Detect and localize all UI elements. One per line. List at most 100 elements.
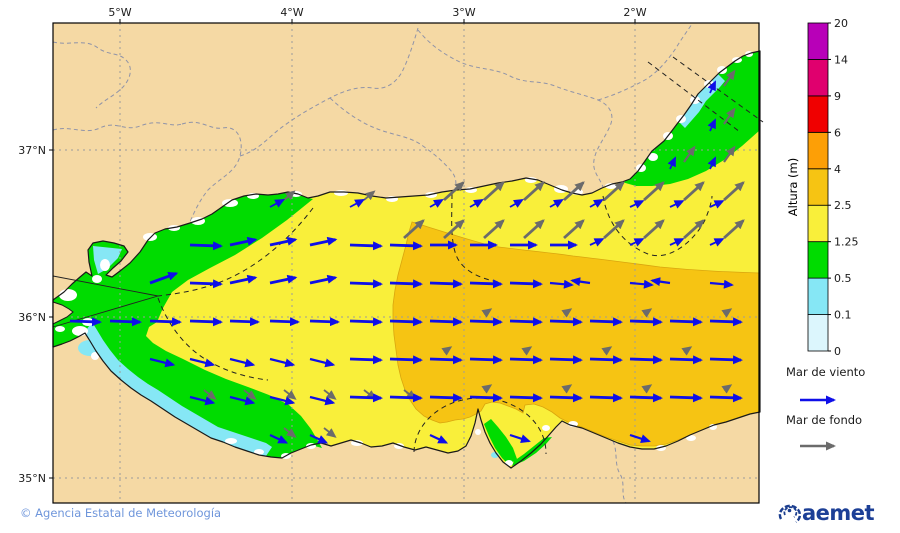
- colorbar-level-0.5: 0.5: [834, 272, 852, 285]
- wind-arrow: [349, 393, 383, 403]
- wind-arrow: [229, 395, 256, 406]
- swell-arrow: [523, 219, 545, 240]
- no-data-patch: [686, 435, 696, 441]
- swell-arrow: [441, 346, 453, 356]
- logo-spiral-icon: [778, 504, 802, 523]
- wind-arrow: [349, 279, 383, 289]
- colorbar-segment-0.5-1.25: [807, 241, 829, 279]
- wind-arrow: [349, 317, 383, 327]
- swell-arrow: [561, 384, 573, 394]
- wind-arrow: [589, 238, 605, 247]
- tarifa-headland: [52, 301, 74, 325]
- lat-tick-label-1: 36°N: [18, 311, 46, 324]
- wave-region-bay-green: [484, 419, 517, 465]
- wind-arrow: [469, 355, 503, 365]
- wind-arrow: [429, 434, 449, 444]
- wind-arrow: [669, 355, 703, 365]
- no-data-patch: [254, 449, 264, 455]
- maritime-dashed-line: [672, 56, 764, 123]
- swell-arrow: [283, 190, 296, 201]
- wind-arrow: [429, 199, 444, 208]
- wind-arrow: [629, 238, 645, 247]
- wind-arrow: [709, 238, 725, 247]
- wind-arrow: [509, 433, 531, 443]
- wind-arrow: [650, 277, 671, 287]
- wind-arrow: [589, 198, 604, 208]
- swell-arrow: [521, 346, 533, 356]
- swell-arrow: [683, 181, 705, 202]
- no-data-patch: [59, 289, 77, 301]
- wind-arrow: [429, 279, 463, 289]
- swell-arrow: [721, 308, 733, 318]
- wind-arrow: [707, 118, 716, 132]
- wind-arrow: [429, 393, 463, 403]
- swell-arrow: [323, 427, 337, 438]
- wind-arrow: [509, 355, 543, 365]
- colorbar-segment-0-0.1: [807, 314, 829, 352]
- colorbar-level-20: 20: [834, 17, 848, 30]
- wind-arrow: [709, 279, 734, 289]
- swell-arrow: [563, 181, 585, 202]
- colorbar-segment-14-20: [807, 22, 829, 60]
- copyright-text: © Agencia Estatal de Meteorología: [20, 506, 221, 520]
- swell-arrow: [443, 181, 465, 202]
- wind-arrow: [549, 355, 583, 365]
- colorbar-segment-2.5-4: [807, 168, 829, 206]
- wind-arrow: [389, 241, 423, 251]
- no-data-patch: [605, 183, 617, 189]
- wind-arrow: [309, 357, 336, 368]
- wind-arrow: [269, 357, 296, 368]
- swell-arrow: [721, 384, 733, 394]
- wind-arrow: [269, 395, 296, 406]
- lon-tick-label-0: 5°W: [108, 6, 131, 19]
- wind-arrow: [189, 395, 216, 406]
- wind-arrow: [349, 355, 383, 365]
- wind-arrow: [429, 355, 463, 365]
- wind-arrow: [570, 277, 591, 287]
- maritime-line: [52, 275, 159, 297]
- map-border: [52, 22, 760, 504]
- swell-arrow: [363, 190, 376, 201]
- no-data-patch: [55, 326, 65, 332]
- no-data-patch: [143, 233, 157, 241]
- wind-arrow: [629, 355, 663, 365]
- wind-arrow: [629, 317, 663, 327]
- maritime-dashed-line: [157, 207, 314, 297]
- no-data-patch: [91, 352, 99, 360]
- wind-arrow: [389, 355, 423, 365]
- wind-arrow: [389, 393, 423, 403]
- swell-arrow: [283, 427, 297, 438]
- wind-arrow: [309, 434, 329, 444]
- wave-region-morocco-0.1-0.5m: [84, 322, 272, 456]
- wind-arrow: [709, 317, 743, 327]
- wind-arrow: [667, 156, 676, 170]
- wind-arrow: [669, 393, 703, 403]
- wind-arrow: [349, 199, 366, 208]
- wind-arrow: [629, 279, 654, 289]
- maritime-dashed-line: [451, 193, 499, 283]
- wind-arrow: [309, 236, 338, 247]
- wind-arrow: [389, 279, 423, 289]
- swell-arrow: [603, 181, 625, 202]
- logo-spiral-inner: [783, 506, 798, 518]
- admin-boundary: [52, 122, 183, 132]
- lat-tick-label-0: 37°N: [18, 144, 46, 157]
- wind-arrow: [629, 433, 651, 443]
- no-data-patch: [92, 275, 102, 283]
- wind-arrow: [109, 317, 142, 327]
- wind-arrow: [669, 238, 685, 247]
- wind-arrow: [589, 393, 623, 403]
- wind-arrow: [229, 236, 258, 247]
- admin-boundary: [597, 23, 693, 101]
- colorbar-level-0.1: 0.1: [834, 309, 852, 322]
- swell-arrow: [481, 308, 493, 318]
- colorbar-segment-1.25-2.5: [807, 204, 829, 243]
- wind-arrow: [229, 317, 260, 327]
- swell-arrow: [561, 308, 573, 318]
- no-data-patch: [475, 429, 481, 435]
- no-data-patch: [100, 259, 110, 271]
- wind-arrow: [629, 393, 663, 403]
- wind-arrow: [309, 317, 340, 327]
- swell-arrow: [681, 346, 693, 356]
